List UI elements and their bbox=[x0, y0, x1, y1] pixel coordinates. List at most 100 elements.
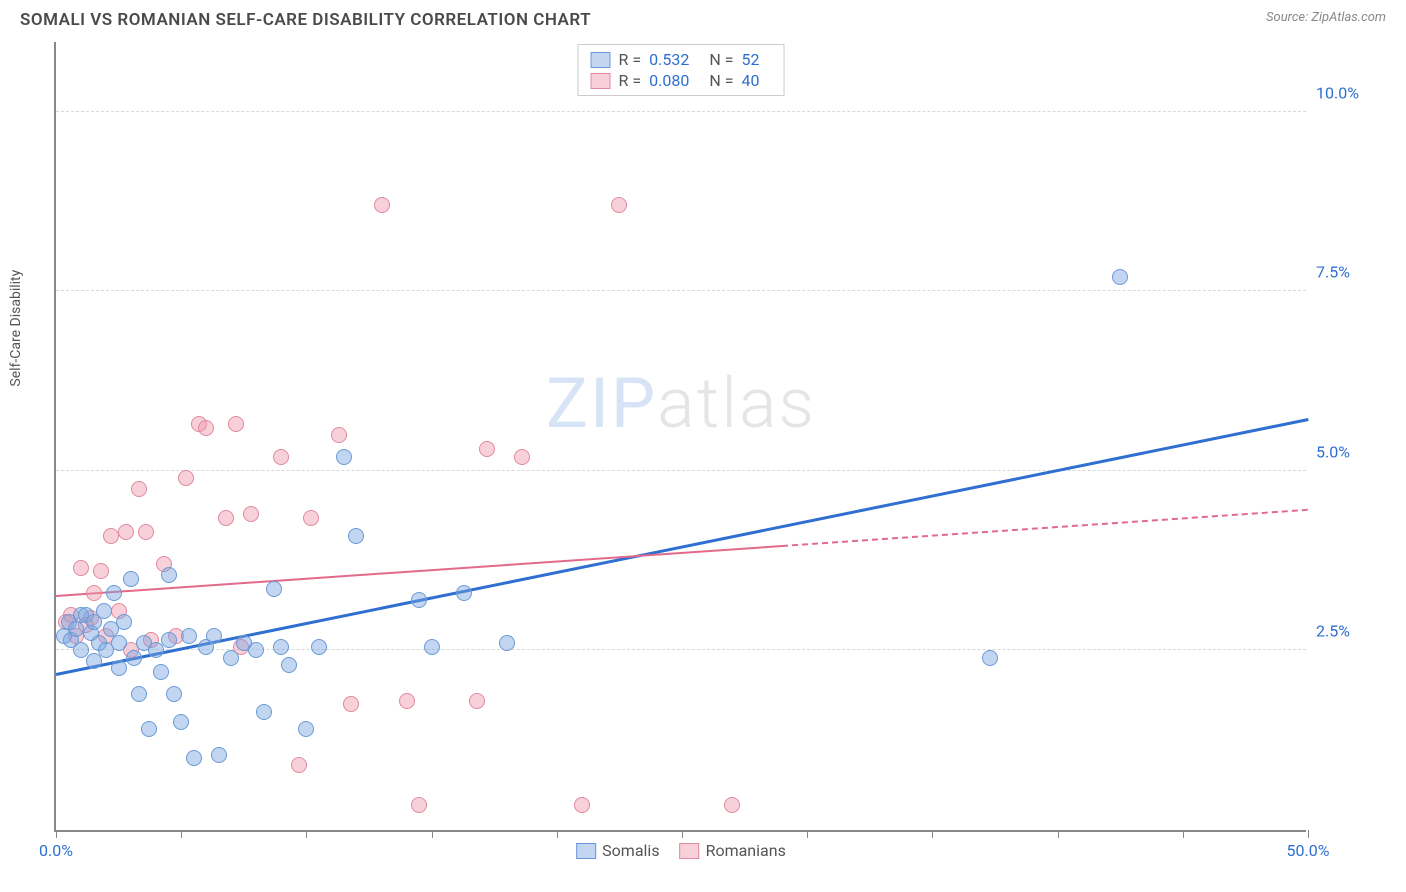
x-tick bbox=[181, 830, 182, 838]
y-axis-label: Self-Care Disability bbox=[8, 270, 24, 387]
data-point bbox=[111, 660, 127, 676]
data-point bbox=[456, 585, 472, 601]
data-point bbox=[248, 642, 264, 658]
data-point bbox=[331, 427, 347, 443]
legend-swatch bbox=[576, 843, 596, 859]
data-point bbox=[256, 704, 272, 720]
data-point bbox=[336, 449, 352, 465]
legend-n-value: 40 bbox=[741, 71, 759, 90]
data-point bbox=[982, 650, 998, 666]
watermark-atlas: atlas bbox=[657, 363, 816, 445]
data-point bbox=[123, 571, 139, 587]
data-point bbox=[68, 621, 84, 637]
data-point bbox=[273, 639, 289, 655]
x-tick bbox=[306, 830, 307, 838]
data-point bbox=[411, 592, 427, 608]
data-point bbox=[479, 441, 495, 457]
y-tick-label: 10.0% bbox=[1316, 83, 1396, 102]
x-tick bbox=[682, 830, 683, 838]
data-point bbox=[106, 585, 122, 601]
data-point bbox=[218, 510, 234, 526]
data-point bbox=[343, 696, 359, 712]
data-point bbox=[574, 797, 590, 813]
legend-swatch bbox=[591, 73, 611, 89]
legend-row: R =0.532N =52 bbox=[591, 49, 772, 70]
watermark: ZIPatlas bbox=[546, 363, 816, 445]
data-point bbox=[173, 714, 189, 730]
legend-r-label: R = bbox=[619, 50, 642, 69]
legend-row: R = 0.080 N = 40 bbox=[591, 70, 772, 91]
data-point bbox=[131, 481, 147, 497]
data-point bbox=[411, 797, 427, 813]
data-point bbox=[178, 470, 194, 486]
x-tick-label: 0.0% bbox=[39, 841, 73, 860]
data-point bbox=[281, 657, 297, 673]
data-point bbox=[469, 693, 485, 709]
data-point bbox=[273, 449, 289, 465]
data-point bbox=[1112, 269, 1128, 285]
series-legend: Somalis Romanians bbox=[576, 841, 786, 860]
correlation-legend: R = 0.532 N = 52R = 0.080 N = 40 bbox=[578, 44, 785, 96]
data-point bbox=[298, 721, 314, 737]
data-point bbox=[103, 528, 119, 544]
legend-item: Romanians bbox=[680, 841, 786, 860]
chart-title: SOMALI VS ROMANIAN SELF-CARE DISABILITY … bbox=[20, 10, 591, 30]
data-point bbox=[161, 567, 177, 583]
watermark-zip: ZIP bbox=[546, 363, 657, 445]
x-tick bbox=[432, 830, 433, 838]
data-point bbox=[73, 560, 89, 576]
gridline bbox=[56, 290, 1306, 291]
data-point bbox=[399, 693, 415, 709]
data-point bbox=[374, 197, 390, 213]
data-point bbox=[724, 797, 740, 813]
regression-line bbox=[782, 508, 1308, 546]
gridline bbox=[56, 111, 1306, 112]
data-point bbox=[141, 721, 157, 737]
legend-label: Romanians bbox=[706, 841, 786, 860]
x-tick bbox=[557, 830, 558, 838]
x-tick-label: 50.0% bbox=[1287, 841, 1330, 860]
x-tick bbox=[932, 830, 933, 838]
data-point bbox=[181, 628, 197, 644]
data-point bbox=[138, 524, 154, 540]
data-point bbox=[186, 750, 202, 766]
legend-r-value: 0.532 bbox=[649, 50, 689, 69]
data-point bbox=[499, 635, 515, 651]
data-point bbox=[211, 747, 227, 763]
data-point bbox=[116, 614, 132, 630]
x-tick bbox=[56, 830, 57, 838]
chart-container: Self-Care Disability ZIPatlas 2.5%5.0%7.… bbox=[54, 42, 1306, 832]
legend-n-label: N = bbox=[709, 71, 733, 90]
legend-r-label: R = bbox=[619, 71, 642, 90]
data-point bbox=[126, 650, 142, 666]
data-point bbox=[303, 510, 319, 526]
y-tick-label: 2.5% bbox=[1316, 622, 1396, 641]
data-point bbox=[111, 635, 127, 651]
data-point bbox=[223, 650, 239, 666]
y-tick-label: 5.0% bbox=[1316, 442, 1396, 461]
data-point bbox=[611, 197, 627, 213]
data-point bbox=[348, 528, 364, 544]
data-point bbox=[266, 581, 282, 597]
legend-swatch bbox=[680, 843, 700, 859]
x-tick bbox=[807, 830, 808, 838]
data-point bbox=[206, 628, 222, 644]
data-point bbox=[153, 664, 169, 680]
data-point bbox=[424, 639, 440, 655]
x-tick bbox=[1308, 830, 1309, 838]
data-point bbox=[514, 449, 530, 465]
plot-area: ZIPatlas 2.5%5.0%7.5%10.0%0.0%50.0%R =0.… bbox=[54, 42, 1306, 832]
y-tick-label: 7.5% bbox=[1316, 263, 1396, 282]
data-point bbox=[198, 420, 214, 436]
data-point bbox=[86, 585, 102, 601]
legend-r-value: 0.080 bbox=[649, 71, 689, 90]
gridline bbox=[56, 470, 1306, 471]
legend-item: Somalis bbox=[576, 841, 659, 860]
x-tick bbox=[1183, 830, 1184, 838]
data-point bbox=[118, 524, 134, 540]
data-point bbox=[243, 506, 259, 522]
header: SOMALI VS ROMANIAN SELF-CARE DISABILITY … bbox=[0, 0, 1406, 36]
data-point bbox=[131, 686, 147, 702]
source-attribution: Source: ZipAtlas.com bbox=[1266, 10, 1386, 30]
legend-n-value: 52 bbox=[741, 50, 759, 69]
